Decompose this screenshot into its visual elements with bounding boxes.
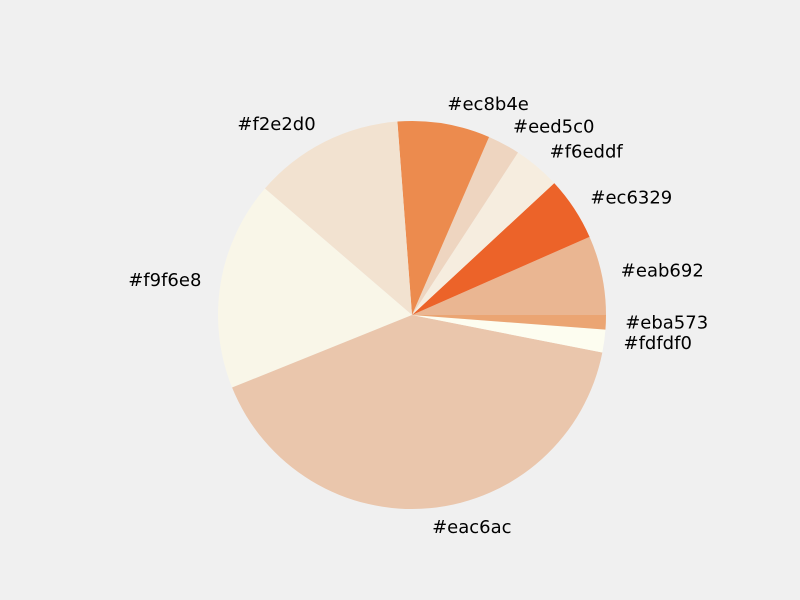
pie-slice-6 — [218, 188, 412, 388]
pie-slices — [218, 120, 606, 509]
pie-slice-8 — [412, 315, 606, 353]
pie-slice-4 — [397, 120, 490, 315]
pie-labels: #eab692 #ec6329 #f6eddf #eed5c0#ec8b4e #f2e2… — [128, 94, 708, 538]
pie-slice-0 — [412, 236, 606, 315]
pie-slice-label-7: #eac6ac — [432, 517, 511, 538]
pie-slice-9 — [412, 315, 606, 330]
pie-slice-3 — [412, 136, 518, 315]
pie-slice-label-5: #f2e2d0 — [237, 114, 315, 135]
pie-slice-label-1: #ec6329 — [590, 187, 672, 208]
pie-slice-label-9: #eba573 — [625, 313, 708, 334]
pie-slice-label-0: #eab692 — [621, 261, 704, 282]
pie-slice-label-2: #f6eddf — [550, 141, 624, 162]
pie-slice-1 — [412, 183, 590, 315]
pie-slice-label-6: #f9f6e8 — [128, 270, 201, 291]
pie-slice-2 — [412, 152, 555, 315]
pie-slice-7 — [232, 315, 603, 509]
pie-slice-label-4: #ec8b4e — [447, 94, 528, 115]
pie-slice-5 — [264, 121, 412, 315]
pie-slice-label-3: #eed5c0 — [513, 117, 594, 138]
pie-slice-label-8: #fdfdf0 — [624, 333, 692, 354]
